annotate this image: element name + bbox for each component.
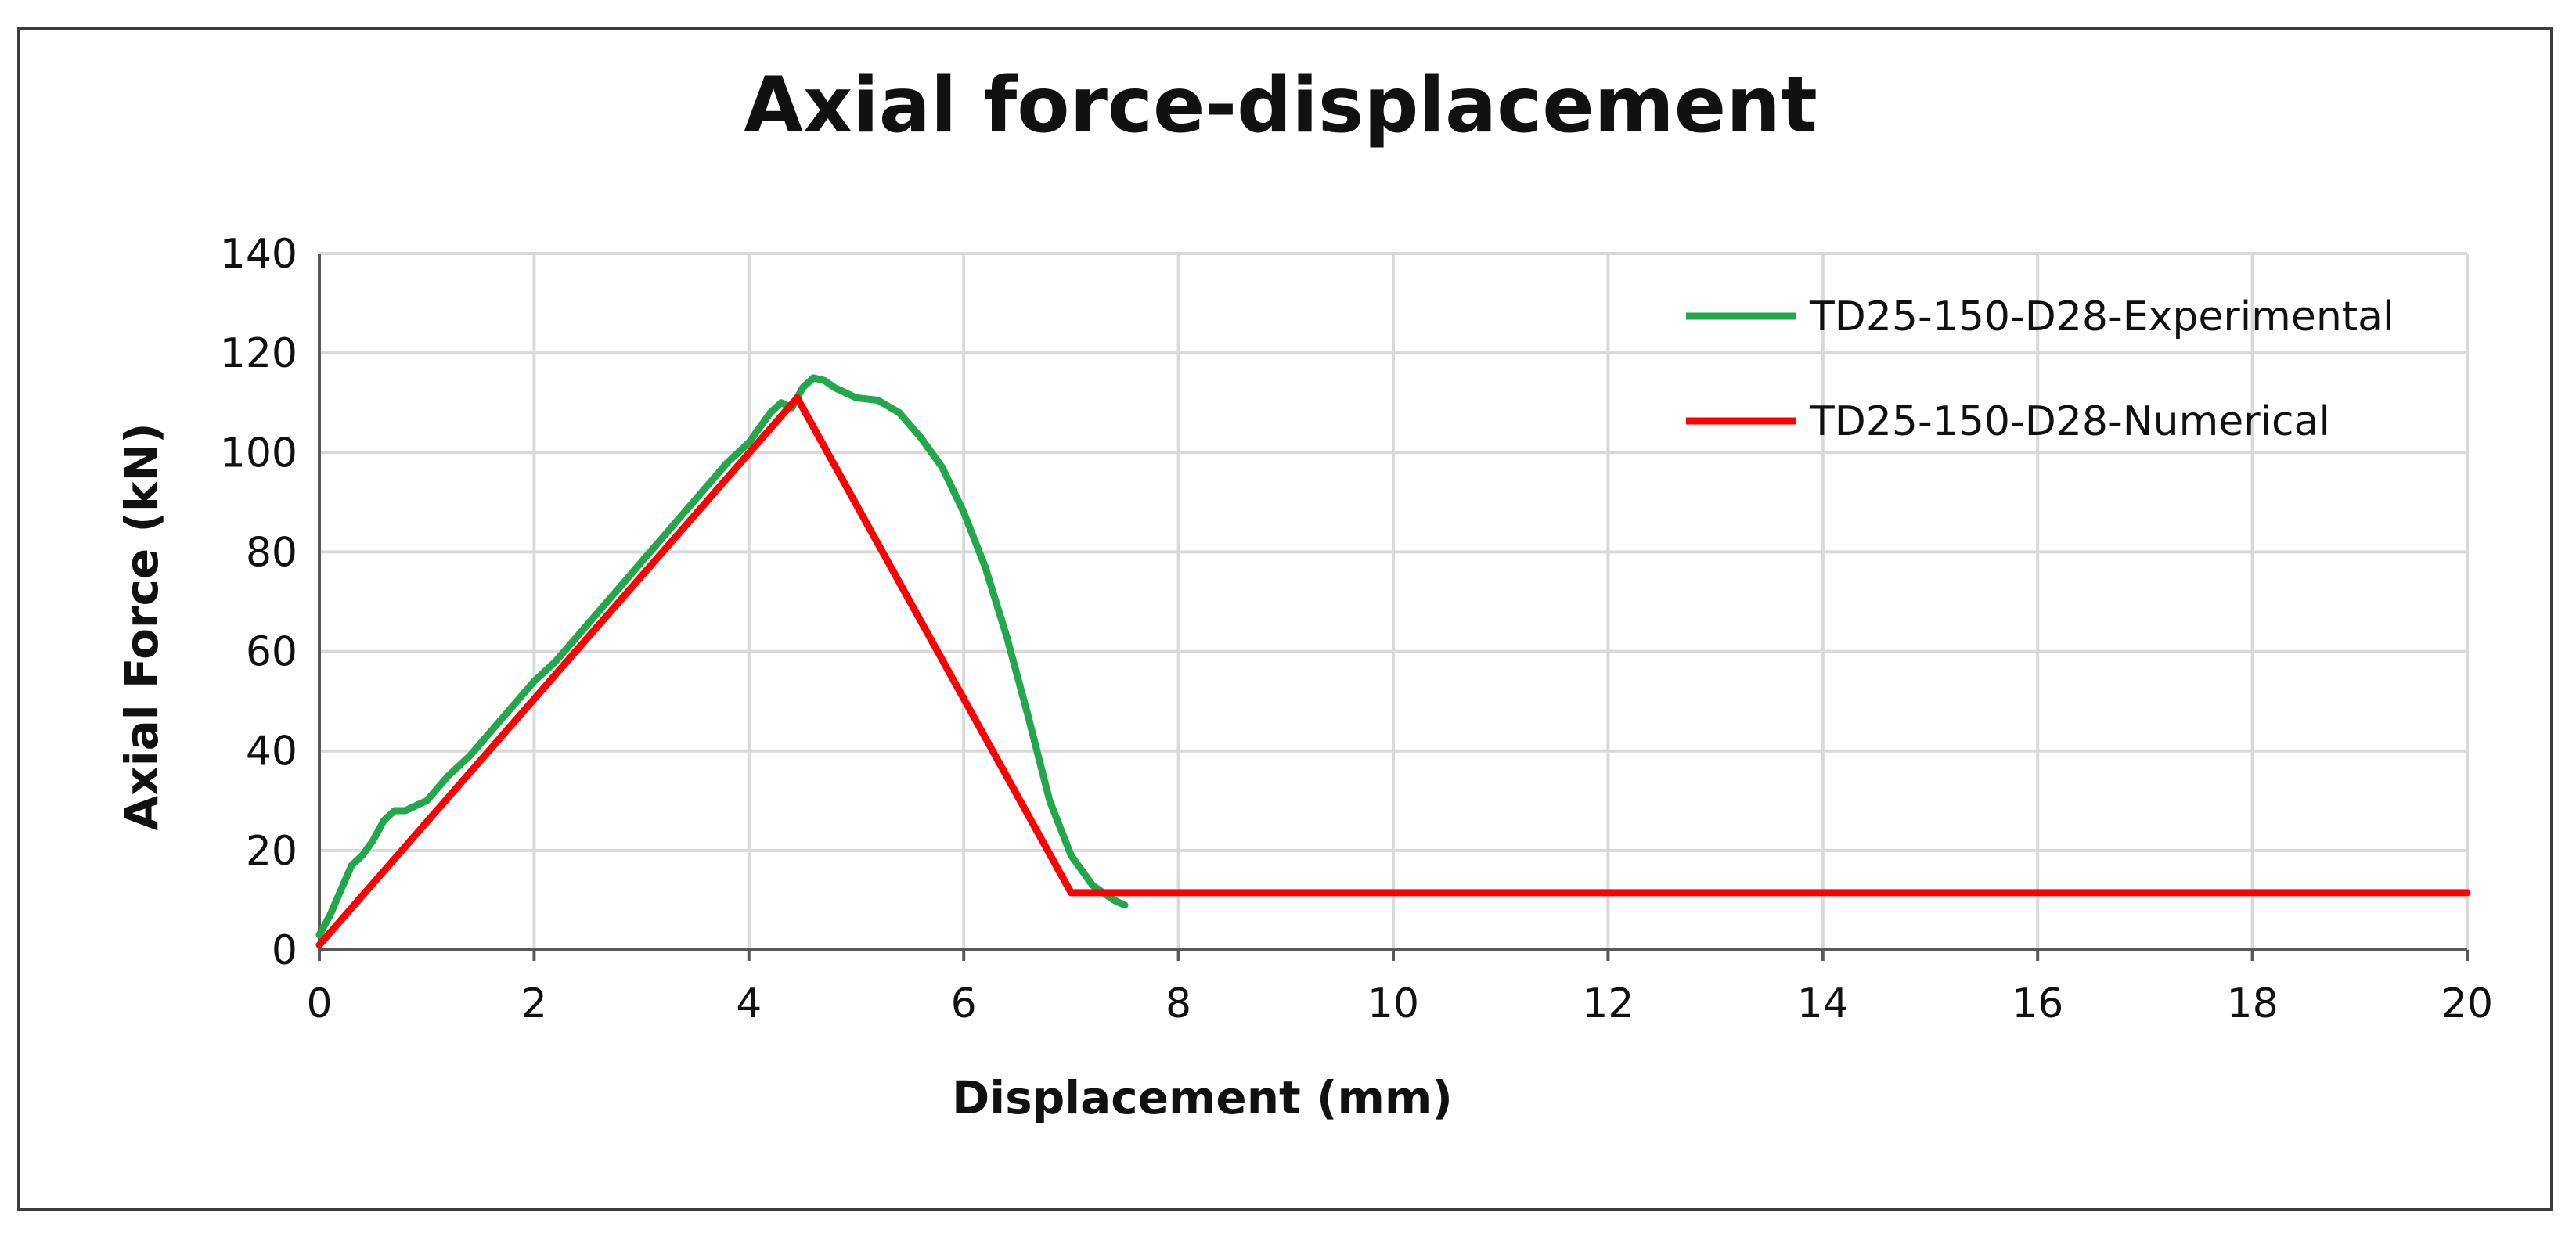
x-tick-label: 16 [2012,980,2063,1027]
x-tick-label: 20 [2441,980,2493,1027]
chart-svg: Axial force-displacement 0 2 4 6 8 10 12 14 16 18… [115,61,2493,1124]
grid-layer [319,252,2469,950]
x-tick-label: 6 [951,980,977,1027]
x-tick-label: 8 [1166,980,1191,1027]
series-layer [315,374,2471,949]
y-tick-label: 80 [246,529,297,576]
series-line-1 [315,394,2471,949]
x-tick-label: 0 [306,980,332,1027]
chart-frame: Axial force-displacement 0 2 4 6 8 10 12 14 16 18… [17,27,2553,1211]
tick-layer: 0 2 4 6 8 10 12 14 16 18 20 0 20 40 60 80 100 120 140 [220,231,2493,1027]
y-tick-label: 140 [220,231,297,278]
x-tick-label: 12 [1582,980,1634,1027]
y-tick-label: 120 [220,330,297,377]
chart-title: Axial force-displacement [744,61,1818,150]
y-axis-title: Axial Force (kN) [115,423,168,830]
legend: TD25-150-D28-Experimental TD25-150-D28-Nu… [1686,293,2394,445]
legend-label-1: TD25-150-D28-Numerical [1809,398,2330,445]
x-tick-label: 2 [521,980,547,1027]
y-tick-label: 100 [220,430,297,477]
y-tick-label: 0 [272,927,297,974]
x-tick-label: 14 [1797,980,1849,1027]
y-tick-label: 40 [246,728,297,775]
x-tick-label: 10 [1367,980,1419,1027]
series-line-0 [315,374,1129,939]
x-axis-title: Displacement (mm) [952,1071,1453,1124]
legend-label-0: TD25-150-D28-Experimental [1809,293,2394,340]
x-tick-label: 4 [736,980,762,1027]
y-tick-label: 60 [246,629,297,676]
x-tick-label: 18 [2227,980,2279,1027]
axes-layer [318,254,2469,961]
y-tick-label: 20 [246,828,297,875]
